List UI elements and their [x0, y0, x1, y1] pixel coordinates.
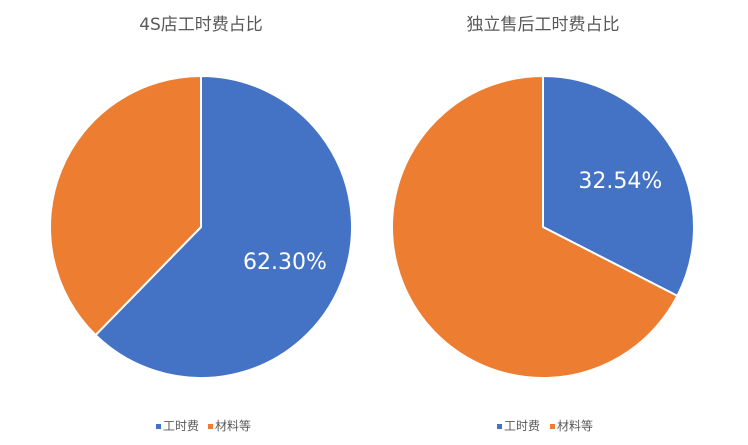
legend-swatch-left-1	[208, 424, 213, 429]
pie-right: 32.54%	[391, 75, 695, 379]
data-label-right-0: 32.54%	[578, 169, 662, 194]
pie-slice-left-0	[94, 75, 353, 379]
legend-label-right-0: 工时费	[504, 419, 540, 433]
pie-slice-right-1	[391, 75, 679, 379]
legend-left: 工时费 材料等	[156, 419, 251, 433]
pie-slice-left-1	[49, 75, 202, 337]
pie-left: 62.30%	[49, 75, 353, 379]
chart-left: 4S店工时费占比 62.30% 工时费 材料等	[49, 15, 353, 433]
data-label-left-0: 62.30%	[243, 250, 327, 275]
legend-swatch-right-1	[550, 424, 555, 429]
chart-title-left: 4S店工时费占比	[139, 15, 263, 35]
chart-title-right: 独立售后工时费占比	[467, 15, 620, 35]
legend-label-left-0: 工时费	[163, 419, 199, 433]
legend-label-left-1: 材料等	[215, 419, 251, 433]
legend-right: 工时费 材料等	[497, 419, 593, 433]
chart-right: 独立售后工时费占比 32.54% 工时费 材料等	[391, 15, 695, 433]
legend-swatch-right-0	[497, 424, 502, 429]
legend-swatch-left-0	[156, 424, 161, 429]
legend-label-right-1: 材料等	[557, 419, 593, 433]
pie-slice-right-0	[542, 75, 695, 297]
